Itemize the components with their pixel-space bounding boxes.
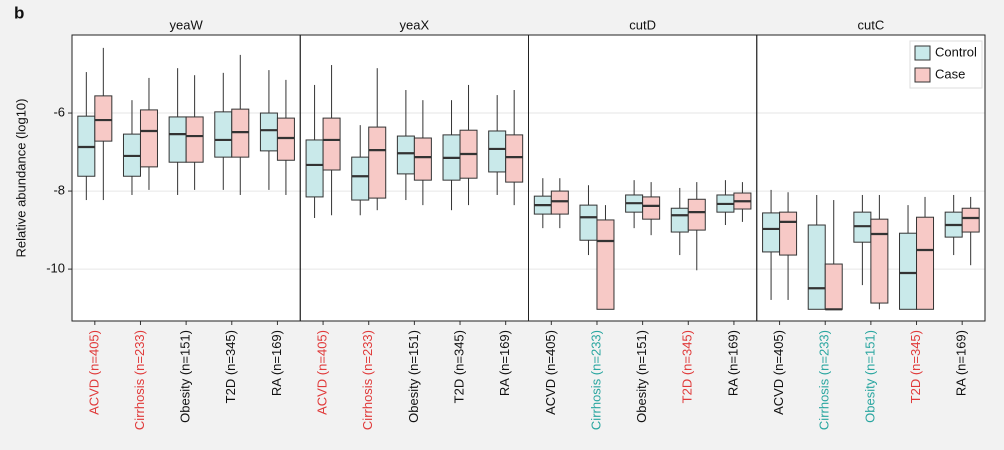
x-tick-label: Cirrhosis (n=233) bbox=[817, 330, 832, 430]
box bbox=[870, 218, 889, 304]
legend-swatch bbox=[914, 45, 931, 61]
box bbox=[642, 196, 661, 220]
y-axis-label: Relative abundance (log10) bbox=[13, 99, 28, 258]
x-tick-label: ACVD (n=405) bbox=[315, 330, 330, 415]
box bbox=[396, 135, 415, 175]
panel-background bbox=[72, 35, 301, 321]
box bbox=[413, 137, 432, 181]
box bbox=[916, 216, 935, 310]
panel-title: cutD bbox=[629, 17, 656, 32]
box bbox=[779, 211, 798, 256]
box bbox=[139, 109, 158, 168]
y-tick-label: -6 bbox=[53, 104, 65, 119]
x-tick-label: T2D (n=345) bbox=[680, 330, 695, 403]
panel-border bbox=[756, 34, 986, 322]
x-tick-label: Cirrhosis (n=233) bbox=[588, 330, 603, 430]
box bbox=[168, 116, 187, 163]
x-tick-label: ACVD (n=405) bbox=[543, 330, 558, 415]
box bbox=[961, 207, 980, 233]
box bbox=[185, 116, 204, 163]
x-tick-label: T2D (n=345) bbox=[908, 330, 923, 403]
box bbox=[276, 117, 295, 161]
box bbox=[579, 204, 598, 241]
box bbox=[596, 219, 615, 310]
x-tick-label: Obesity (n=151) bbox=[178, 330, 193, 423]
box bbox=[351, 156, 370, 201]
x-tick-label: RA (n=169) bbox=[497, 330, 512, 396]
legend-label: Control bbox=[935, 44, 977, 59]
box bbox=[550, 190, 569, 215]
x-tick-label: ACVD (n=405) bbox=[771, 330, 786, 415]
panel-title: yeaX bbox=[400, 17, 430, 32]
x-tick-label: RA (n=169) bbox=[269, 330, 284, 396]
box bbox=[687, 198, 706, 231]
box bbox=[214, 111, 233, 158]
box bbox=[322, 117, 341, 171]
y-tick-label: -10 bbox=[46, 261, 65, 276]
box bbox=[488, 130, 507, 173]
x-tick-label: Cirrhosis (n=233) bbox=[360, 330, 375, 430]
panel-label: b bbox=[14, 3, 24, 22]
x-tick-label: Obesity (n=151) bbox=[406, 330, 421, 423]
panel-title: yeaW bbox=[170, 17, 204, 32]
x-tick-label: ACVD (n=405) bbox=[86, 330, 101, 415]
box bbox=[305, 139, 324, 198]
box bbox=[94, 95, 113, 142]
panel-background bbox=[528, 35, 757, 321]
legend-label: Case bbox=[935, 66, 965, 81]
box bbox=[824, 263, 843, 310]
x-tick-label: T2D (n=345) bbox=[223, 330, 238, 403]
box bbox=[807, 224, 826, 310]
box bbox=[670, 207, 689, 233]
x-tick-label: RA (n=169) bbox=[954, 330, 969, 396]
x-tick-label: Obesity (n=151) bbox=[862, 330, 877, 423]
box bbox=[259, 112, 278, 152]
box bbox=[505, 134, 524, 183]
box bbox=[368, 126, 387, 199]
box bbox=[899, 232, 918, 310]
x-tick-label: Obesity (n=151) bbox=[634, 330, 649, 423]
x-tick-label: T2D (n=345) bbox=[451, 330, 466, 403]
x-tick-label: RA (n=169) bbox=[725, 330, 740, 396]
legend-swatch bbox=[914, 67, 931, 83]
panel-title: cutC bbox=[858, 17, 885, 32]
x-tick-label: Cirrhosis (n=233) bbox=[132, 330, 147, 430]
box bbox=[762, 212, 781, 253]
y-tick-label: -8 bbox=[53, 183, 65, 198]
